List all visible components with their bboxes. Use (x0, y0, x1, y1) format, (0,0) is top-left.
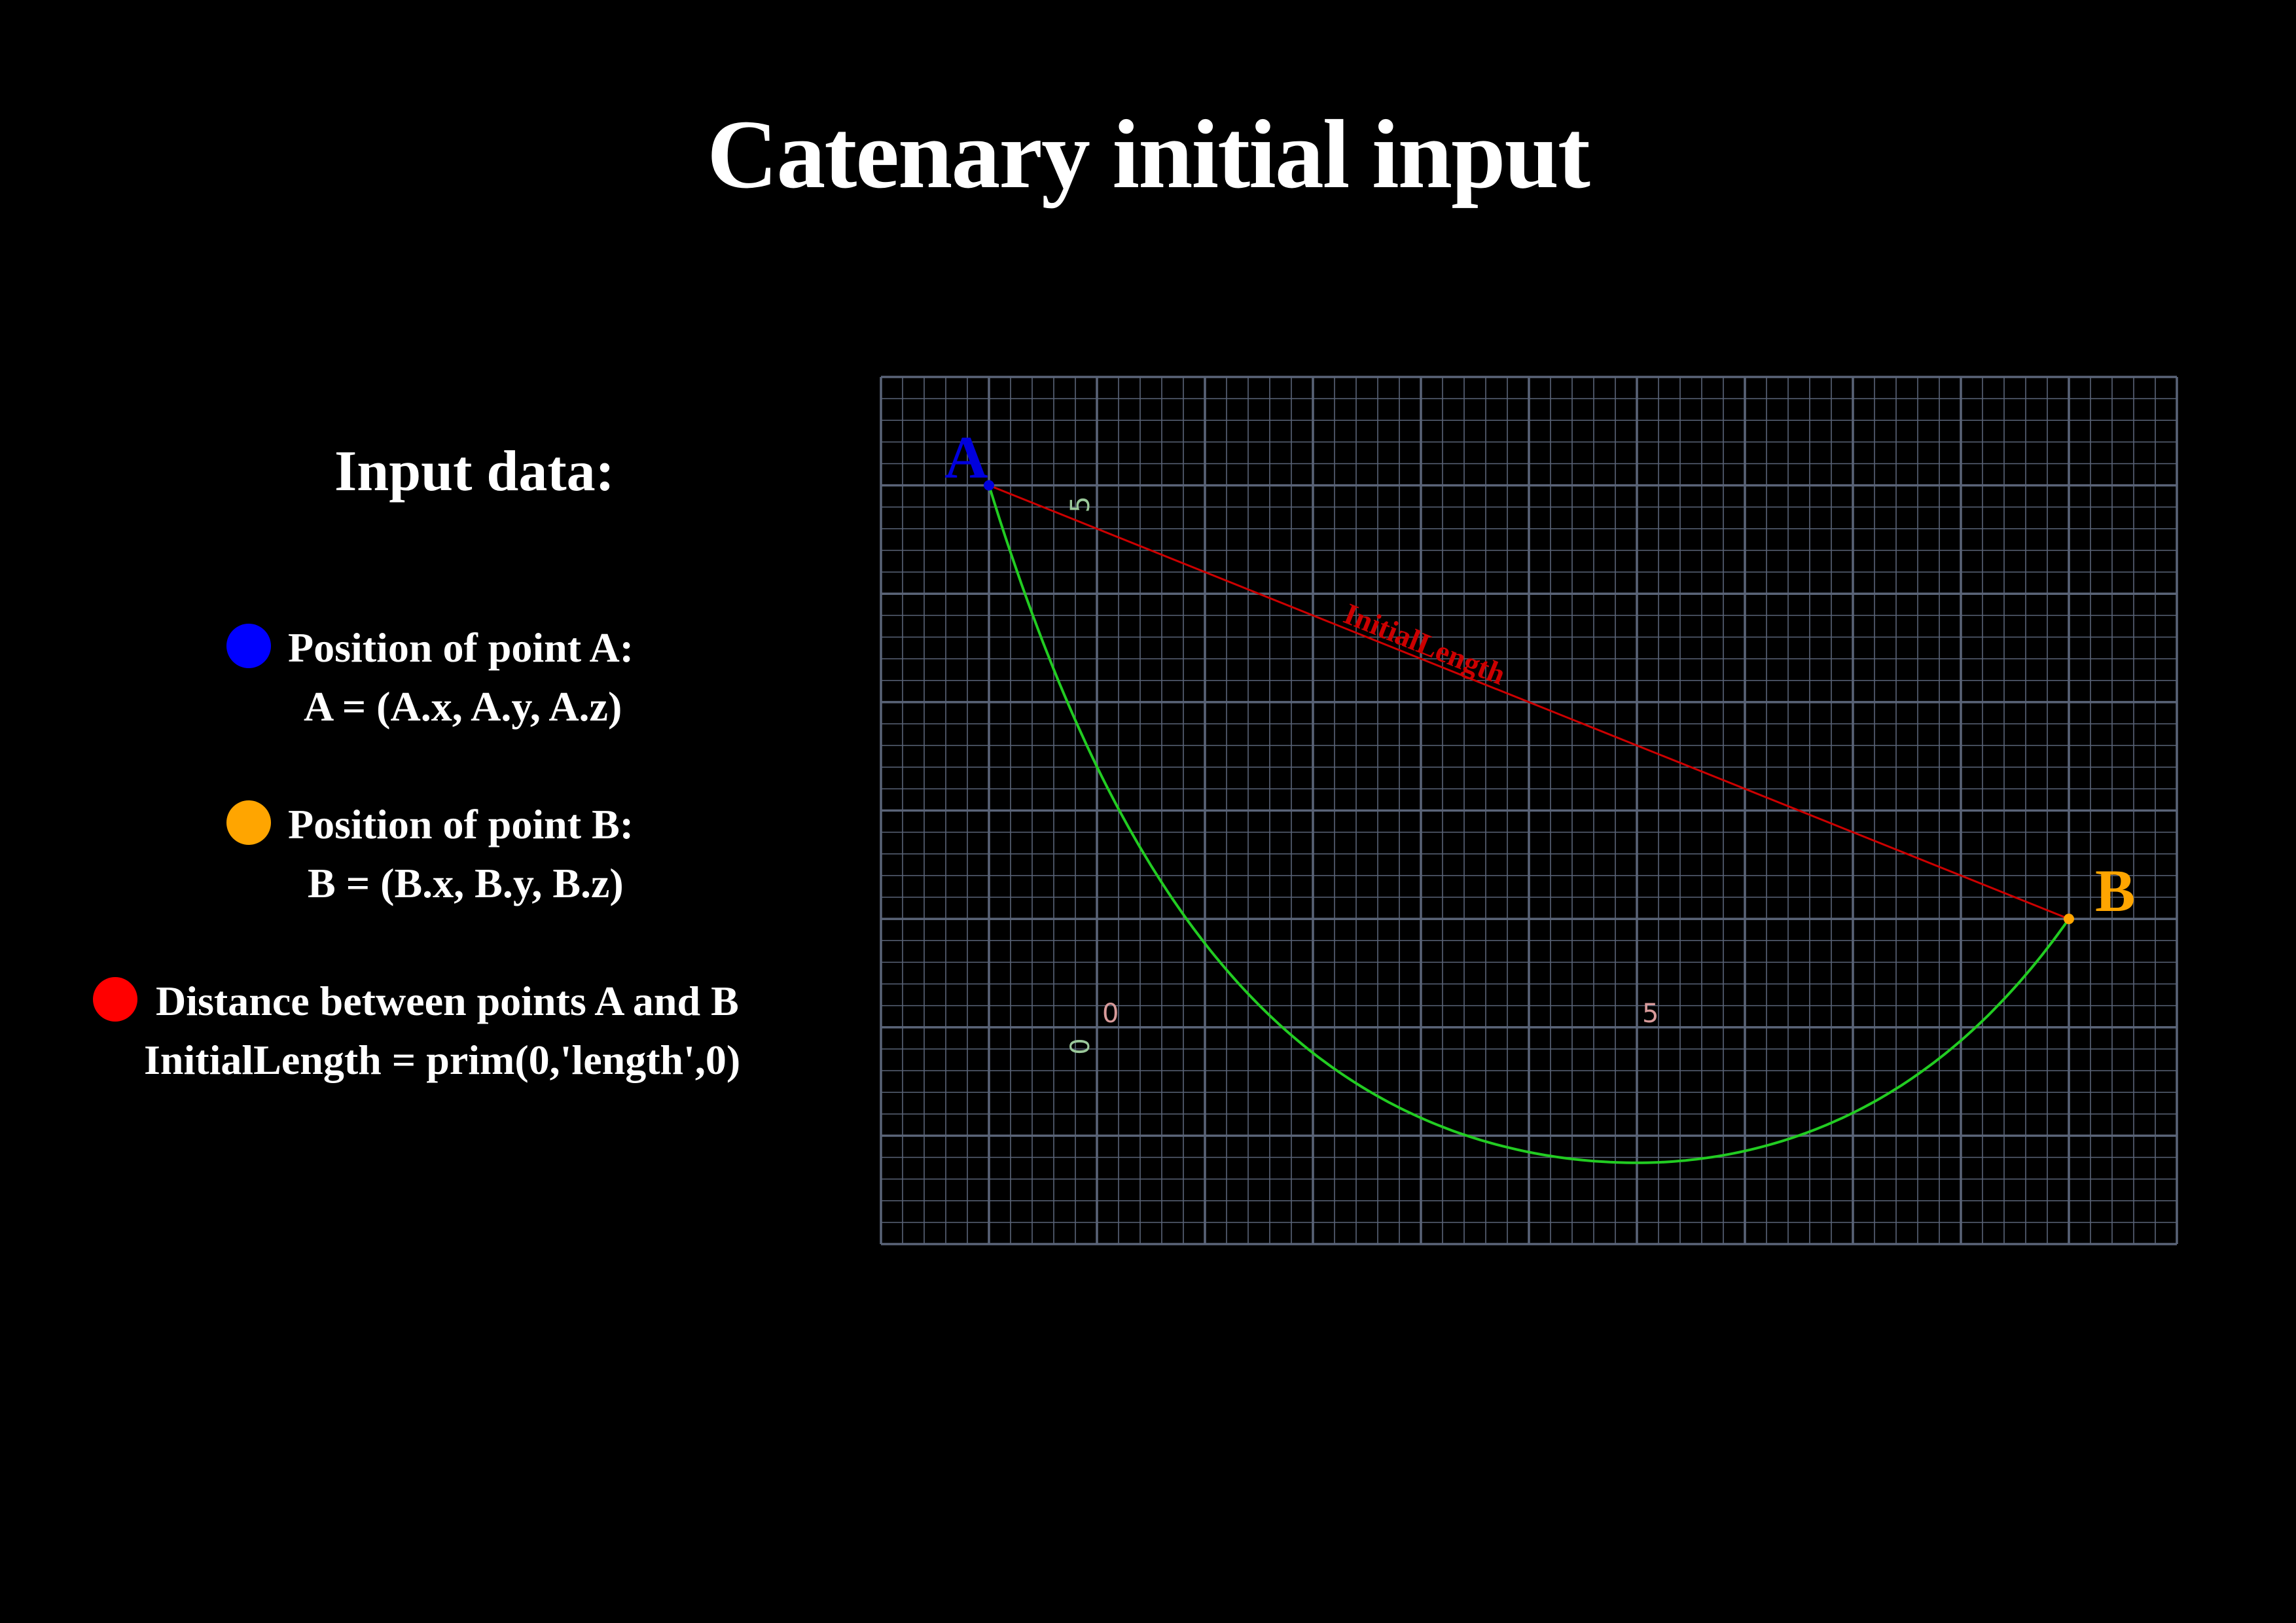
input-data-heading: Input data: (334, 440, 615, 503)
y-axis-label-5: 5 (1066, 496, 1096, 512)
point-a-description: Position of point A: A = (A.x, A.y, A.z) (288, 618, 634, 736)
point-a-title: Position of point A: (288, 624, 634, 671)
point-b-description: Position of point B: B = (B.x, B.y, B.z) (288, 795, 634, 913)
point-b-title: Position of point B: (288, 801, 634, 847)
point-b-formula: B = (B.x, B.y, B.z) (308, 860, 624, 906)
y-axis-label-0: 0 (1066, 1038, 1096, 1054)
distance-marker-icon (93, 977, 137, 1022)
point-a-formula: A = (A.x, A.y, A.z) (304, 683, 622, 730)
distance-description: Distance between points A and B InitialL… (144, 972, 740, 1090)
x-axis-label-5: 5 (1642, 999, 1659, 1029)
point-b-label: B (2095, 857, 2135, 924)
x-axis-label-0: 0 (1102, 999, 1119, 1029)
point-b (2064, 914, 2074, 925)
catenary-diagram: InitialLength 0 5 0 5 A B (880, 376, 2178, 1245)
initial-length-line (988, 484, 2070, 920)
point-b-marker-icon (226, 800, 271, 845)
initial-length-label: InitialLength (1339, 597, 1510, 691)
distance-title: Distance between points A and B (156, 978, 739, 1024)
point-a-label: A (944, 424, 988, 491)
page-title: Catenary initial input (707, 100, 1590, 209)
distance-formula: InitialLength = prim(0,'length',0) (144, 1037, 741, 1083)
point-a (984, 480, 994, 491)
catenary-curve (988, 485, 2070, 1164)
grid (880, 376, 2178, 1245)
point-a-marker-icon (226, 624, 271, 668)
